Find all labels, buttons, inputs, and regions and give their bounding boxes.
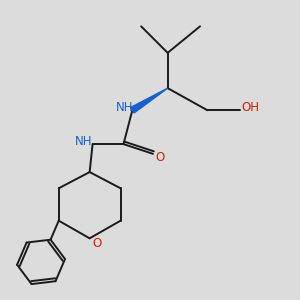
Text: O: O <box>155 151 164 164</box>
Polygon shape <box>130 88 168 113</box>
Text: NH: NH <box>116 101 134 114</box>
Text: OH: OH <box>241 101 259 114</box>
Text: NH: NH <box>75 135 92 148</box>
Text: O: O <box>92 237 101 250</box>
